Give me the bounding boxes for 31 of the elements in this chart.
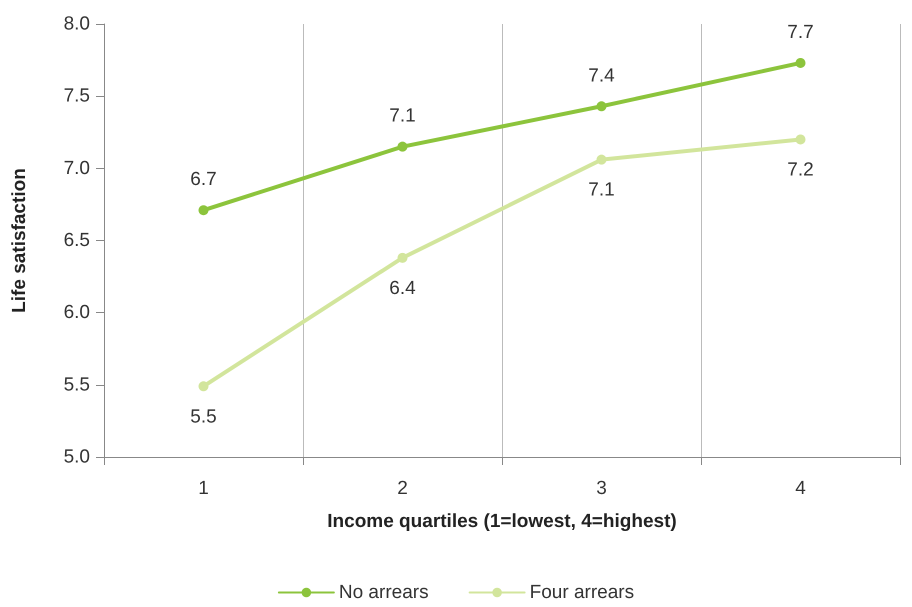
data-label: 7.1	[389, 106, 416, 127]
y-tick-label: 5.5	[64, 374, 90, 396]
data-label: 6.4	[389, 278, 416, 299]
legend-label: No arrears	[338, 582, 429, 603]
data-label: 7.7	[787, 22, 814, 43]
y-tick-label: 6.0	[64, 302, 90, 324]
y-axis-title: Life satisfaction	[9, 168, 30, 313]
y-tick-label: 6.5	[64, 230, 90, 251]
point	[198, 381, 208, 392]
point	[796, 58, 806, 68]
y-tick-label: 7.0	[64, 158, 90, 179]
data-label: 7.2	[787, 159, 814, 180]
x-tick-label: 1	[198, 478, 209, 499]
data-label: 7.4	[588, 65, 616, 86]
y-tick-label: 5.0	[64, 446, 90, 468]
legend-label: Four arrears	[530, 582, 634, 603]
data-label: 5.5	[190, 406, 217, 428]
data-label: 7.1	[588, 180, 615, 201]
point	[398, 142, 408, 152]
point	[596, 101, 606, 112]
x-tick-label: 3	[596, 478, 607, 499]
point	[796, 134, 806, 144]
data-label: 6.7	[190, 169, 217, 190]
x-axis-title: Income quartiles (1=lowest, 4=highest)	[327, 511, 677, 532]
y-tick-label: 7.5	[64, 86, 90, 107]
point	[198, 205, 208, 216]
x-tick-label: 4	[795, 478, 806, 499]
x-tick-label: 2	[397, 478, 408, 499]
point	[398, 252, 408, 263]
point	[596, 154, 606, 165]
y-tick-label: 8.0	[64, 14, 90, 34]
